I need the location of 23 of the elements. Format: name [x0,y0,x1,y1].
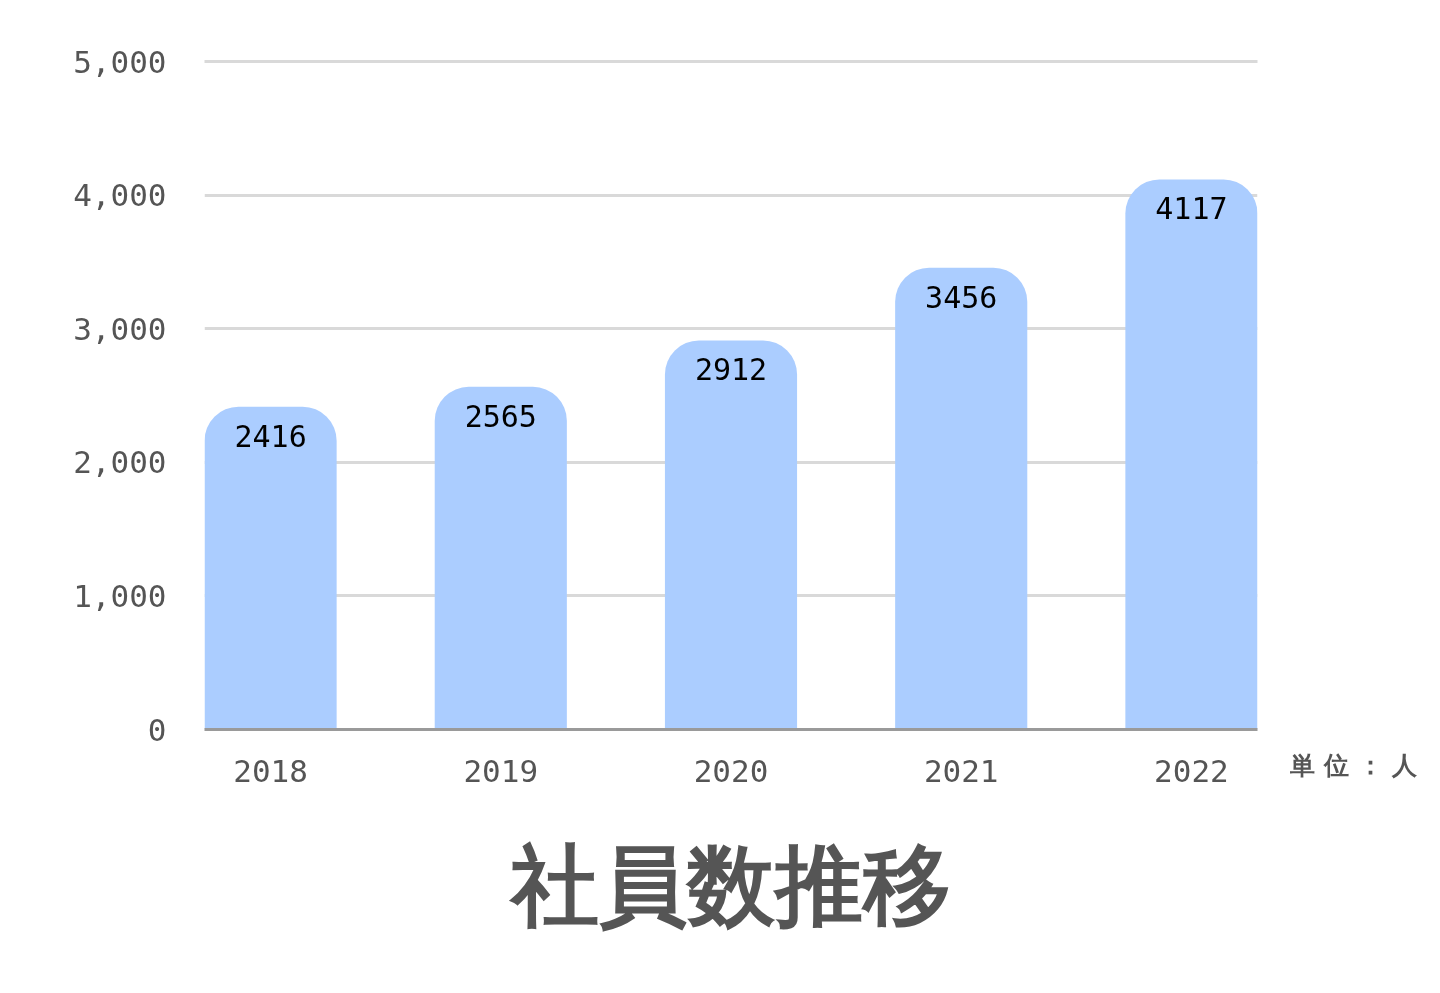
bar [664,340,798,730]
y-tick-label: 3,000 [73,310,167,347]
bar [204,406,337,730]
bar [895,267,1028,730]
bar [434,386,567,730]
x-tick-label: 2021 [923,752,999,789]
data-label: 2912 [694,352,768,388]
y-tick-label: 5,000 [73,43,167,80]
x-tick-label: 2020 [693,752,769,789]
x-tick-label: 2018 [233,752,308,789]
y-tick-label: 4,000 [73,177,167,214]
data-label: 2416 [234,418,307,454]
x-tick-label: 2019 [463,752,539,789]
bar [1125,179,1258,730]
y-tick-label: 0 [147,711,167,748]
text: 社員数推移 [508,834,951,937]
text: 単位：人 [1290,750,1426,782]
data-label: 2565 [464,398,537,434]
y-tick-label: 1,000 [73,577,167,614]
data-label: 4117 [1155,191,1228,227]
x-tick-label: 2022 [1154,752,1229,789]
y-tick-label: 2,000 [73,444,167,481]
data-label: 3456 [925,279,998,315]
